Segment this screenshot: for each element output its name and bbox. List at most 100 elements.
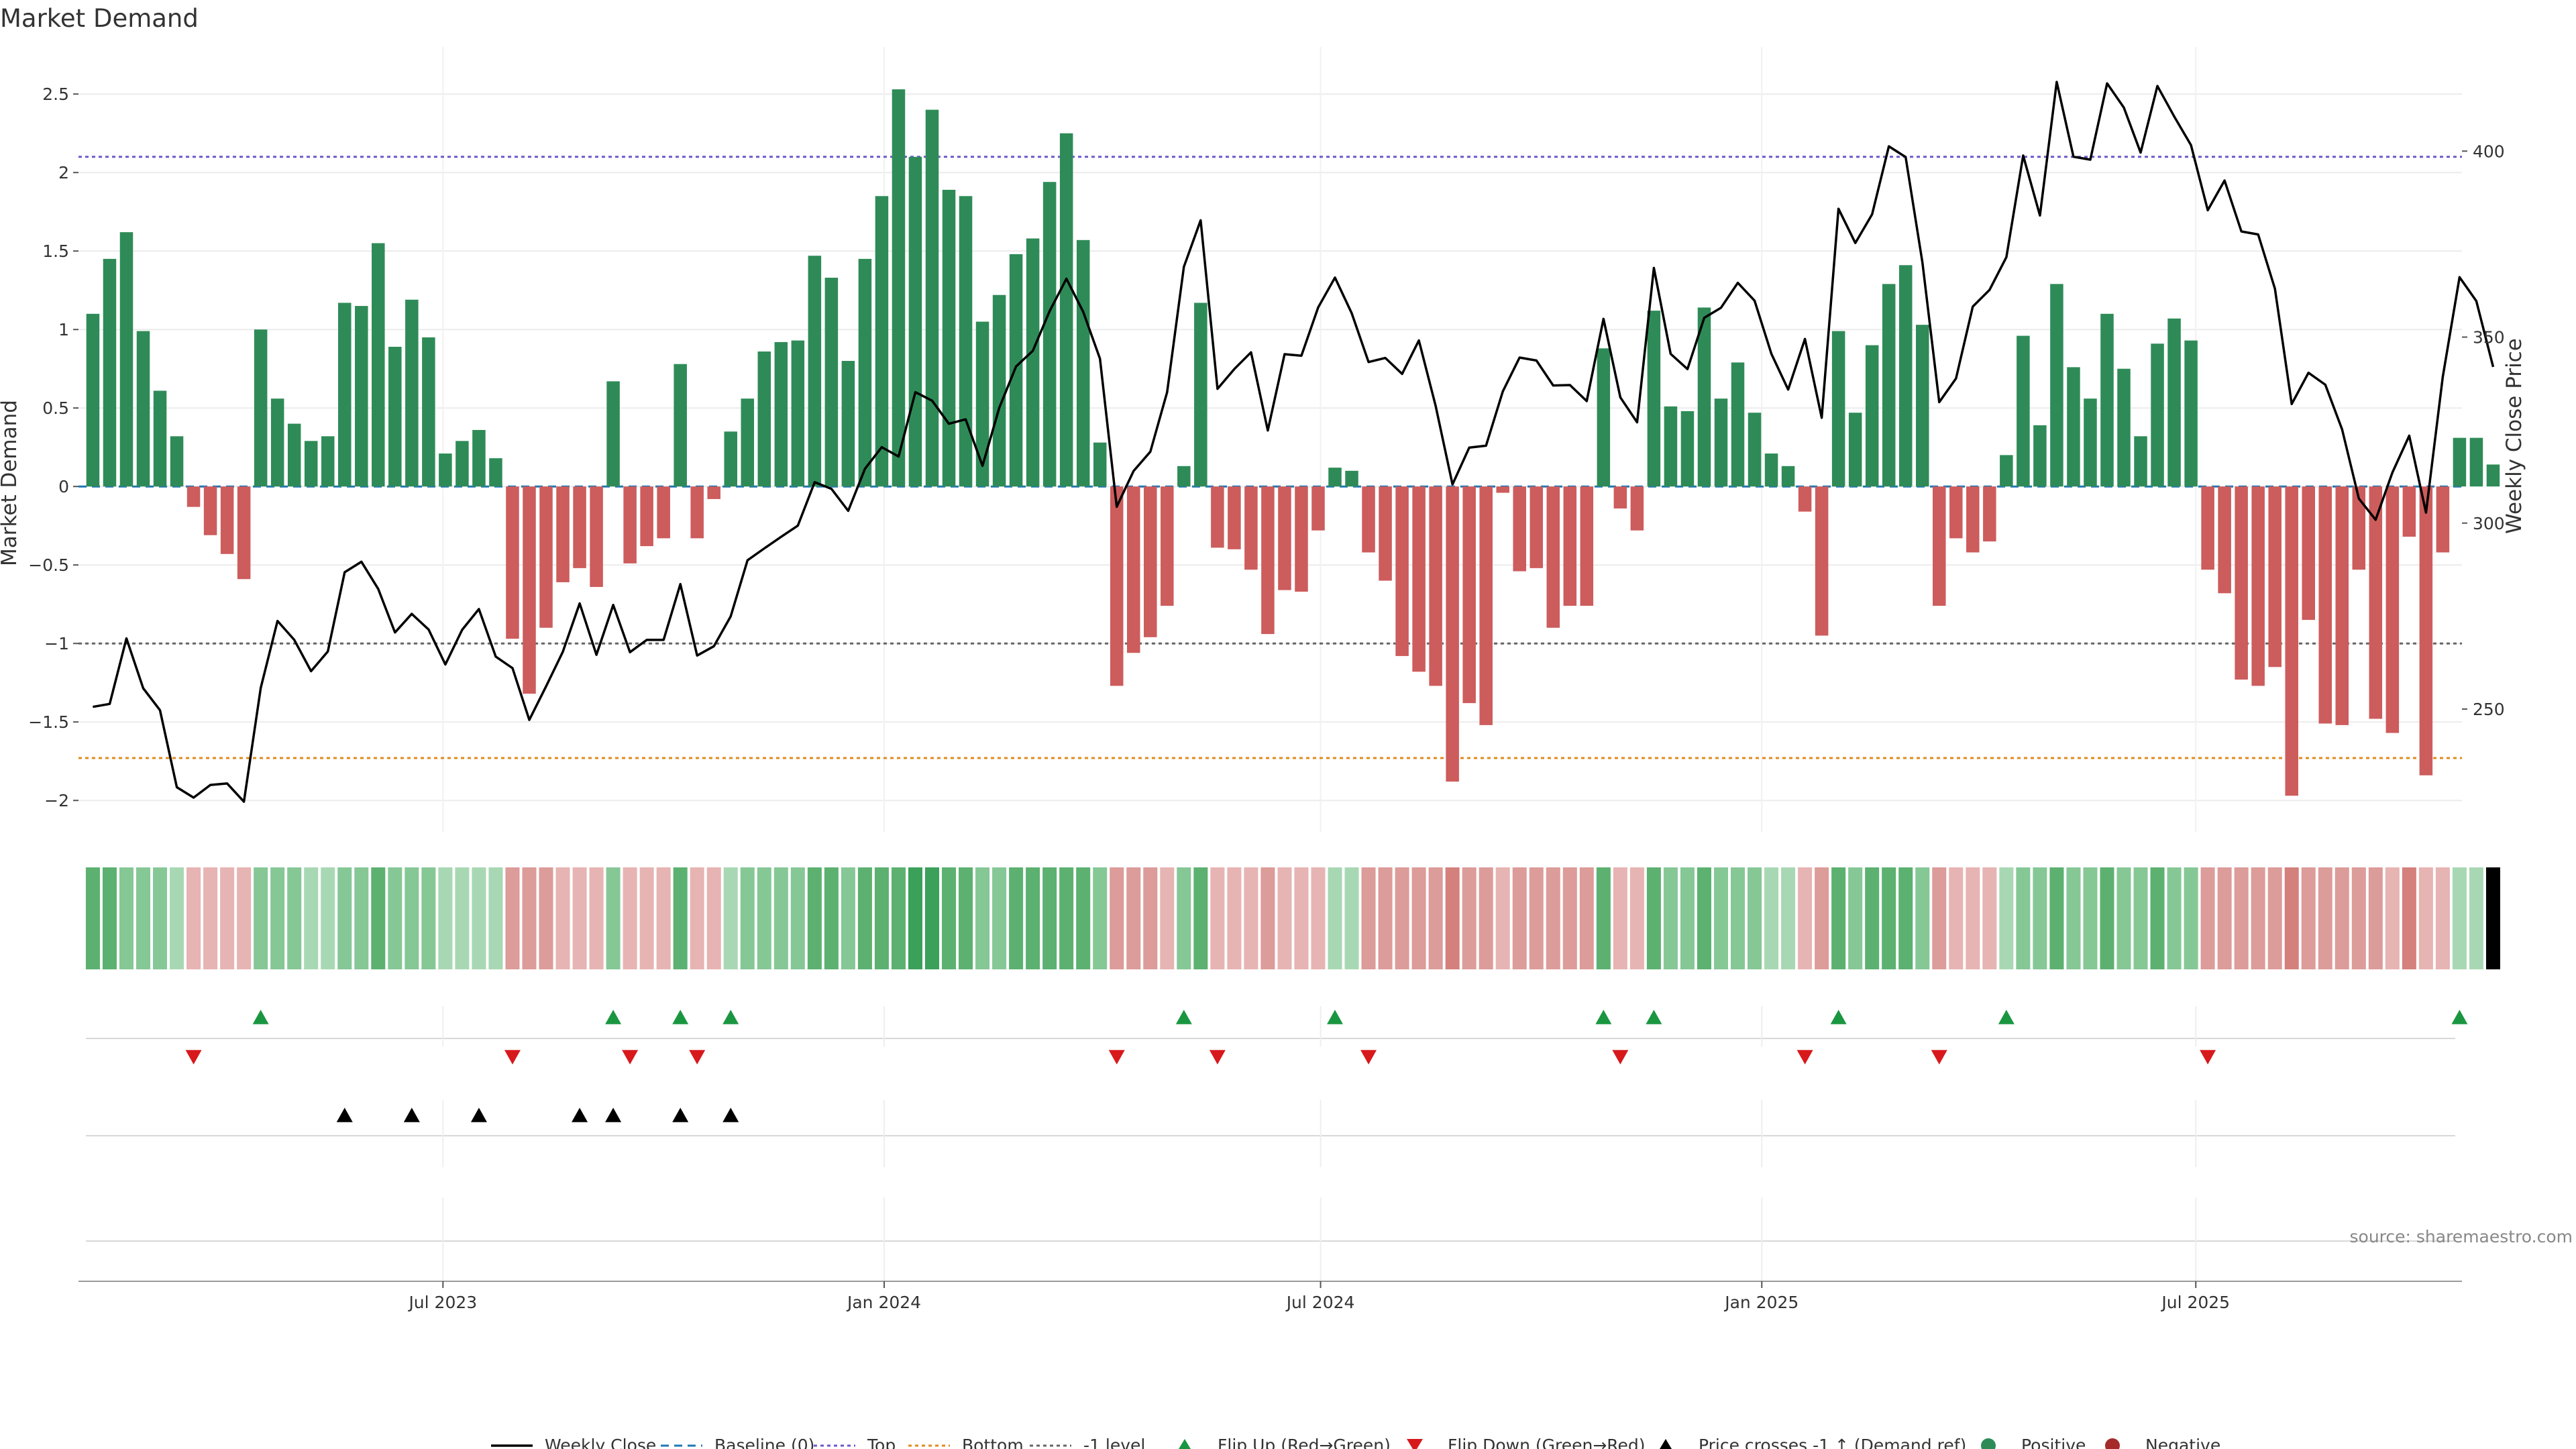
demand-bar [321, 436, 335, 487]
flip-down-marker [1108, 1050, 1125, 1065]
heat-cell [2133, 867, 2148, 969]
heat-cell [136, 867, 151, 969]
flip-down-marker [689, 1050, 706, 1065]
y-axis-label: Market Demand [0, 400, 21, 566]
demand-bar [1244, 486, 1258, 570]
demand-bar [892, 89, 906, 487]
demand-bar [1412, 486, 1426, 672]
demand-bar [1479, 486, 1493, 725]
heat-cell [1361, 867, 1376, 969]
flip-down-marker [504, 1050, 521, 1065]
y-axis-right: 400 350 300 250 [2462, 142, 2505, 719]
demand-bar [908, 156, 922, 487]
demand-bar [1059, 133, 1073, 487]
y-tick-label: 0 [58, 477, 69, 496]
demand-bar [2335, 486, 2349, 725]
y-tick-label: 1.5 [42, 241, 69, 261]
heat-cell [2267, 867, 2282, 969]
heat-cell [2385, 867, 2400, 969]
heat-cell [1596, 867, 1611, 969]
heat-cell [1445, 867, 1460, 969]
heat-cell [1210, 867, 1225, 969]
flip-up-marker [1175, 1010, 1192, 1024]
x-tick-label: Jul 2023 [407, 1293, 477, 1312]
demand-bar [1798, 486, 1812, 512]
x-tick-label: Jan 2024 [846, 1293, 921, 1312]
heat-cell [1562, 867, 1577, 969]
heat-cell [1093, 867, 1108, 969]
demand-bar [254, 329, 268, 487]
heat-cell [841, 867, 855, 969]
y-tick-label: −2 [44, 791, 69, 810]
demand-bar [707, 486, 720, 499]
demand-bar [136, 331, 150, 487]
reference-lines [78, 156, 2462, 759]
price-cross-marker [403, 1108, 420, 1122]
heat-cell [1059, 867, 1074, 969]
demand-bar [1513, 486, 1527, 572]
heat-cell [2083, 867, 2098, 969]
heat-cell [438, 867, 453, 969]
demand-bar [556, 486, 570, 582]
flip-down-marker [1612, 1050, 1629, 1065]
heat-cell [1646, 867, 1661, 969]
heat-cell [2150, 867, 2165, 969]
demand-bar [1446, 486, 1459, 782]
legend-swatch-triangle-up [1179, 1439, 1191, 1449]
heat-cell [1949, 867, 1964, 969]
heat-cell [857, 867, 872, 969]
heat-cell [606, 867, 621, 969]
heat-cell [522, 867, 537, 969]
demand-bar [2033, 425, 2047, 487]
demand-bar [2201, 486, 2214, 570]
legend-swatch-circle [1981, 1438, 1996, 1449]
demand-bar [1328, 468, 1342, 487]
demand-bar [1949, 486, 1963, 539]
heat-cell [1999, 867, 2014, 969]
legend-swatch-circle [2105, 1438, 2120, 1449]
heat-cell [2402, 867, 2416, 969]
heat-cell [1110, 867, 1124, 969]
demand-bar [1529, 486, 1544, 568]
demand-bar [2385, 486, 2400, 733]
heat-cell [690, 867, 704, 969]
heat-cell [1328, 867, 1342, 969]
heat-cell [673, 867, 688, 969]
heat-cell [959, 867, 973, 969]
heat-cell [170, 867, 184, 969]
heat-cell [1244, 867, 1258, 969]
heat-cell [992, 867, 1007, 969]
heat-cell [555, 867, 570, 969]
y-tick-label: 0.5 [42, 398, 69, 418]
demand-bar [1429, 486, 1442, 686]
heat-cell [1781, 867, 1796, 969]
y2-tick-label: 250 [2473, 700, 2505, 719]
demand-bar [2218, 486, 2231, 594]
demand-bar [959, 196, 973, 487]
legend-swatch-triangle-down [1407, 1439, 1423, 1449]
demand-bar [2235, 486, 2248, 680]
source-note: source: sharemaestro.com [2350, 1227, 2573, 1246]
flip-down-marker [1796, 1050, 1813, 1065]
legend-label: Price crosses -1 ↑ (Demand ref) [1699, 1436, 1966, 1449]
demand-bar [2151, 343, 2164, 487]
demand-bar [2469, 437, 2483, 487]
heat-cell [85, 867, 100, 969]
heat-cell [740, 867, 755, 969]
y-tick-label: −0.5 [28, 555, 69, 575]
demand-bar [1714, 398, 1728, 487]
y-tick-label: −1 [44, 634, 69, 653]
demand-bar [2302, 486, 2315, 621]
legend-label: Top [867, 1436, 896, 1449]
demand-bar [2486, 464, 2500, 487]
heat-cell [1026, 867, 1040, 969]
demand-bar [925, 109, 939, 487]
heat-cell [505, 867, 520, 969]
demand-bar [841, 361, 855, 487]
demand-bar [1933, 486, 1946, 606]
flip-down-marker [622, 1050, 639, 1065]
heat-cell [321, 867, 335, 969]
y-axis-left: 2.5 2 1.5 1 0.5 0 −0.5 −1 −1.5 −2 [28, 85, 78, 810]
heat-cell [975, 867, 990, 969]
price-cross-marker [336, 1108, 353, 1122]
